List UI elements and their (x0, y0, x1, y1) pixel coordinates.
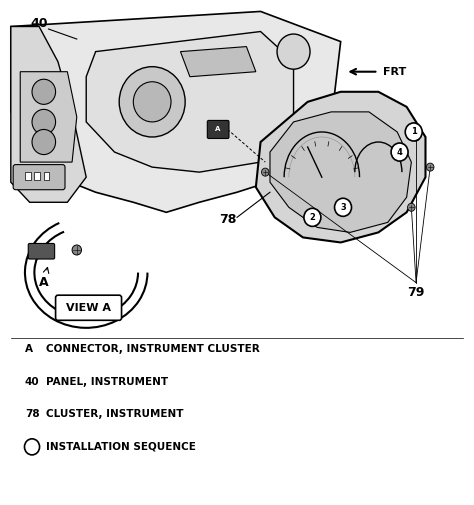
FancyBboxPatch shape (13, 165, 65, 190)
Polygon shape (11, 26, 86, 203)
FancyBboxPatch shape (55, 295, 121, 320)
Circle shape (408, 204, 415, 211)
Polygon shape (181, 46, 256, 77)
Text: FRT: FRT (383, 67, 406, 77)
Circle shape (72, 245, 82, 255)
Text: VIEW A: VIEW A (66, 302, 111, 313)
Text: 4: 4 (397, 147, 402, 157)
Circle shape (32, 129, 55, 155)
Polygon shape (20, 72, 77, 162)
Text: 40: 40 (30, 18, 48, 30)
Polygon shape (256, 92, 426, 242)
Circle shape (335, 198, 352, 216)
Text: A: A (25, 344, 33, 354)
Circle shape (119, 67, 185, 137)
Bar (44, 172, 49, 180)
Circle shape (391, 143, 408, 161)
Text: 1: 1 (411, 127, 417, 136)
Polygon shape (86, 31, 293, 172)
Text: PANEL, INSTRUMENT: PANEL, INSTRUMENT (46, 377, 168, 386)
Polygon shape (11, 12, 341, 212)
Text: 78: 78 (25, 409, 39, 419)
Bar (25, 172, 31, 180)
Circle shape (304, 208, 321, 226)
FancyBboxPatch shape (207, 120, 229, 138)
Text: A: A (39, 276, 49, 289)
Circle shape (412, 133, 420, 141)
Circle shape (277, 34, 310, 69)
Circle shape (32, 110, 55, 134)
Text: 40: 40 (25, 377, 39, 386)
Text: 79: 79 (407, 286, 425, 299)
Bar (35, 172, 40, 180)
Circle shape (427, 163, 434, 171)
Text: A: A (216, 126, 221, 132)
Text: 2: 2 (310, 213, 315, 222)
Circle shape (405, 123, 422, 141)
Circle shape (133, 82, 171, 122)
Circle shape (262, 168, 269, 176)
Text: CLUSTER, INSTRUMENT: CLUSTER, INSTRUMENT (46, 409, 183, 419)
Text: INSTALLATION SEQUENCE: INSTALLATION SEQUENCE (46, 442, 196, 452)
Circle shape (32, 79, 55, 105)
Polygon shape (270, 112, 411, 232)
FancyBboxPatch shape (28, 243, 55, 259)
Text: CONNECTOR, INSTRUMENT CLUSTER: CONNECTOR, INSTRUMENT CLUSTER (46, 344, 260, 354)
Text: 78: 78 (219, 213, 236, 226)
Text: 3: 3 (340, 203, 346, 212)
